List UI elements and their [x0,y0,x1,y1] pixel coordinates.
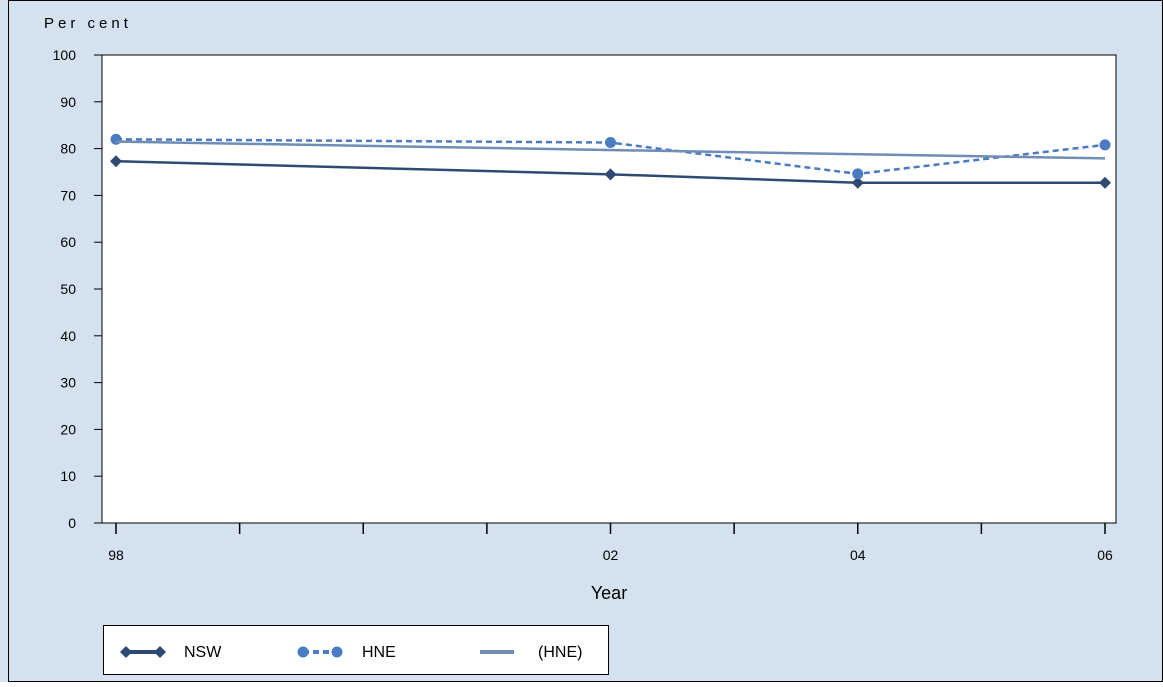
legend-label: HNE [362,644,396,661]
data-point [110,155,122,168]
series-layer [110,133,1111,189]
data-point [1099,139,1111,151]
y-tick-label: 30 [60,375,76,391]
y-tick-label: 10 [60,468,76,484]
legend-marker [120,646,132,658]
x-tick-label: 04 [850,547,866,563]
x-axis-label: Year [591,583,627,603]
legend-box [103,625,609,675]
y-tick-label: 40 [60,328,76,344]
y-axis: 0 10 20 30 40 50 60 70 80 90 100 [53,47,102,531]
legend-label: NSW [184,644,222,661]
plot-area [101,54,1117,524]
data-point [604,168,617,181]
y-tick-label: 70 [60,187,76,203]
legend-marker [331,646,343,658]
y-tick-label: 60 [60,234,76,250]
y-tick-label: 80 [60,141,76,157]
x-axis: 98 02 04 06 [108,523,1113,563]
data-point [605,137,616,149]
data-point [110,133,122,145]
x-tick-label: 06 [1097,547,1113,563]
series-line [115,140,1106,160]
x-tick-label: 98 [108,547,124,563]
y-tick-label: 50 [60,281,76,297]
y-tick-label: 20 [60,421,76,437]
y-tick-label: 90 [60,94,76,110]
legend-marker [154,646,166,658]
data-point [851,176,864,189]
data-point [1099,176,1111,189]
y-axis-label: Per cent [44,15,132,32]
legend: NSW HNE (HNE) [103,625,609,675]
y-tick-label: 100 [53,47,77,63]
legend-marker [297,646,309,658]
x-tick-label: 02 [603,547,619,563]
series-line [115,159,1105,185]
y-tick-label: 0 [68,515,76,531]
legend-label: (HNE) [538,644,582,661]
data-point [852,168,864,180]
